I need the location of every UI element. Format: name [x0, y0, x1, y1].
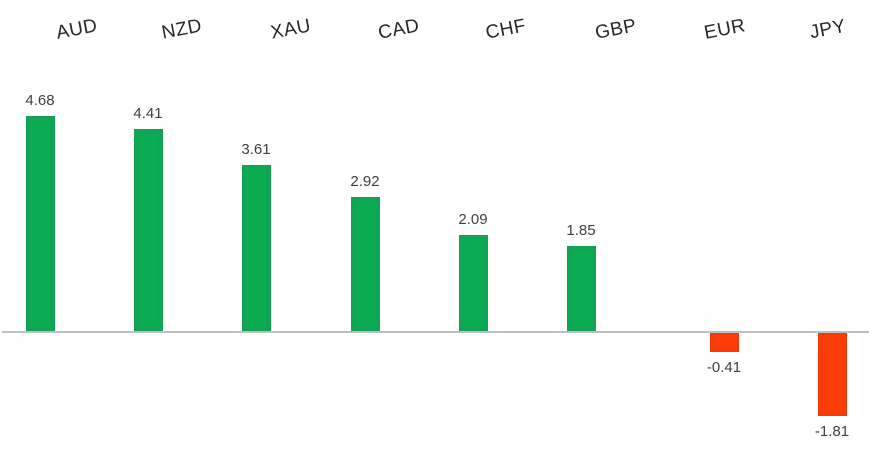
- value-label-gbp: 1.85: [566, 222, 596, 239]
- category-label-gbp: GBP: [593, 15, 639, 44]
- bar-gbp: [566, 246, 596, 331]
- value-label-chf: 2.09: [458, 211, 488, 228]
- category-label-aud: AUD: [54, 15, 100, 44]
- value-label-cad: 2.92: [350, 173, 380, 190]
- value-label-eur: -0.41: [706, 359, 742, 376]
- bar-chf: [458, 235, 488, 331]
- bar-aud: [25, 116, 55, 331]
- category-label-nzd: NZD: [159, 15, 204, 44]
- bar-xau: [241, 165, 271, 331]
- x-axis-zero-line: [2, 331, 869, 333]
- value-label-xau: 3.61: [241, 141, 271, 158]
- category-label-jpy: JPY: [808, 15, 848, 44]
- bar-cad: [350, 197, 380, 331]
- value-label-aud: 4.68: [25, 92, 55, 109]
- bar-eur: [709, 333, 739, 352]
- value-label-jpy: -1.81: [814, 423, 850, 440]
- value-label-nzd: 4.41: [133, 105, 163, 122]
- bar-jpy: [817, 333, 847, 416]
- category-label-cad: CAD: [376, 15, 422, 44]
- category-label-eur: EUR: [702, 15, 748, 44]
- category-label-xau: XAU: [268, 15, 313, 44]
- bar-nzd: [133, 129, 163, 331]
- category-label-chf: CHF: [483, 15, 528, 44]
